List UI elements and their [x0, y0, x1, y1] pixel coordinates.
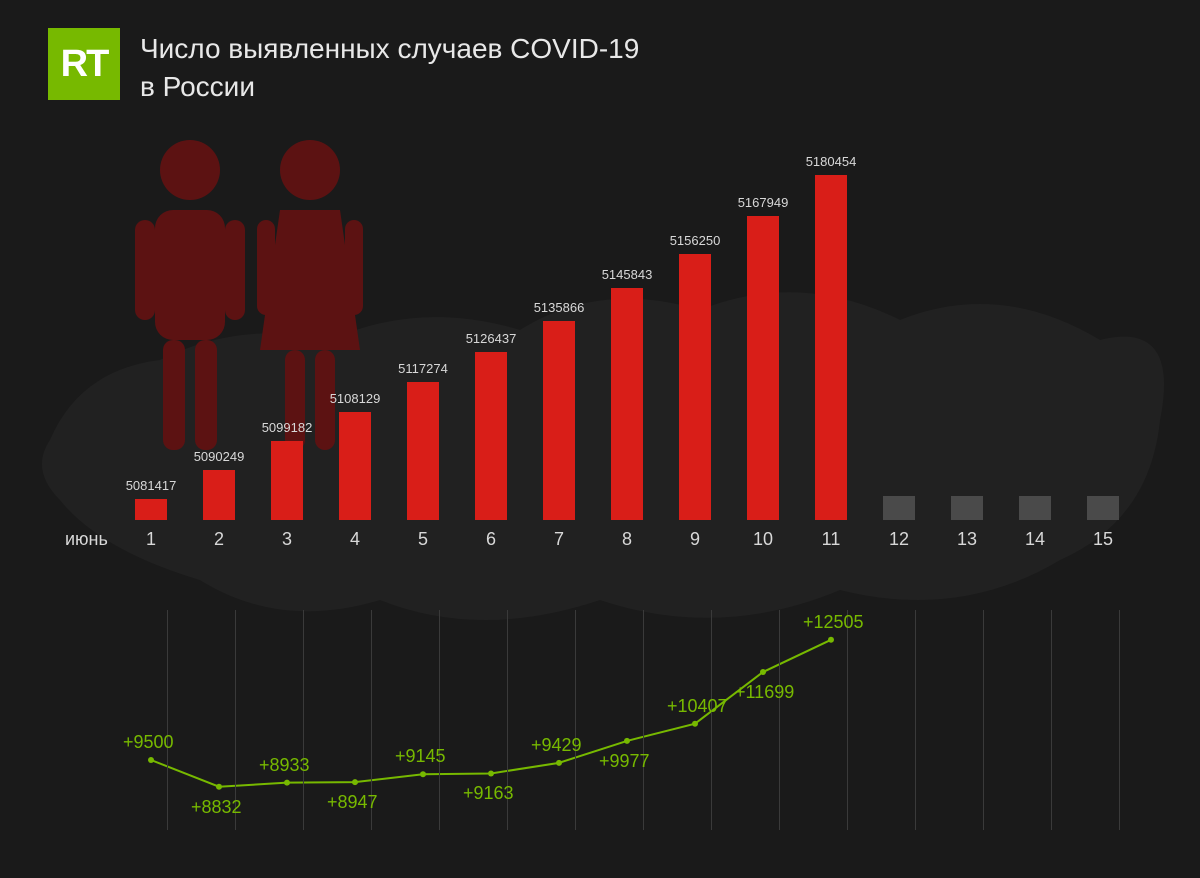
- grid-separator: [779, 610, 780, 830]
- line-value-label: +9977: [599, 751, 650, 772]
- bar-value-label: 5081417: [111, 478, 191, 493]
- line-value-label: +8832: [191, 797, 242, 818]
- bar-13: [951, 496, 983, 520]
- line-value-label: +9429: [531, 735, 582, 756]
- x-tick: 14: [1015, 529, 1055, 550]
- line-value-label: +9500: [123, 732, 174, 753]
- line-marker: [420, 771, 426, 777]
- grid-separator: [711, 610, 712, 830]
- grid-separator: [439, 610, 440, 830]
- bar-value-label: 5135866: [519, 300, 599, 315]
- grid-separator: [1119, 610, 1120, 830]
- bar-value-label: 5090249: [179, 449, 259, 464]
- x-tick: 12: [879, 529, 919, 550]
- grid-separator: [575, 610, 576, 830]
- bar-value-label: 5180454: [791, 154, 871, 169]
- bar-7: [543, 321, 575, 520]
- grid-separator: [303, 610, 304, 830]
- grid-separator: [167, 610, 168, 830]
- bar-1: [135, 499, 167, 520]
- grid-separator: [847, 610, 848, 830]
- bar-4: [339, 412, 371, 520]
- line-marker: [284, 780, 290, 786]
- x-tick: 8: [607, 529, 647, 550]
- line-value-label: +10407: [667, 696, 728, 717]
- bar-12: [883, 496, 915, 520]
- x-tick: 1: [131, 529, 171, 550]
- line-marker: [828, 637, 834, 643]
- grid-separator: [643, 610, 644, 830]
- bar-6: [475, 352, 507, 520]
- x-axis-label: июнь: [65, 529, 108, 550]
- bar-value-label: 5156250: [655, 233, 735, 248]
- bar-value-label: 5117274: [383, 361, 463, 376]
- line-marker: [216, 784, 222, 790]
- line-marker: [624, 738, 630, 744]
- page-title: Число выявленных случаев COVID-19 в Росс…: [140, 30, 639, 106]
- bar-11: [815, 175, 847, 520]
- line-marker: [148, 757, 154, 763]
- x-tick: 3: [267, 529, 307, 550]
- rt-logo: RT: [48, 28, 120, 100]
- line-value-label: +12505: [803, 612, 864, 633]
- bar-2: [203, 470, 235, 520]
- bar-9: [679, 254, 711, 520]
- bar-15: [1087, 496, 1119, 520]
- grid-separator: [915, 610, 916, 830]
- bar-10: [747, 216, 779, 520]
- bar-14: [1019, 496, 1051, 520]
- line-marker: [352, 779, 358, 785]
- line-marker: [760, 669, 766, 675]
- bar-chart: июнь 50814171509024925099182351081294511…: [95, 140, 1155, 560]
- trend-line: [151, 640, 831, 787]
- line-value-label: +8933: [259, 755, 310, 776]
- line-marker: [692, 721, 698, 727]
- bar-value-label: 5126437: [451, 331, 531, 346]
- bar-8: [611, 288, 643, 520]
- x-tick: 4: [335, 529, 375, 550]
- x-tick: 9: [675, 529, 715, 550]
- bar-value-label: 5108129: [315, 391, 395, 406]
- line-value-label: +11699: [735, 682, 794, 703]
- line-value-label: +8947: [327, 792, 378, 813]
- x-tick: 6: [471, 529, 511, 550]
- line-chart: +9500 +8832 +8933 +8947 +9145 +9163 +9429 +9977…: [95, 600, 1155, 830]
- line-marker: [488, 770, 494, 776]
- x-tick: 2: [199, 529, 239, 550]
- x-tick: 10: [743, 529, 783, 550]
- grid-separator: [1051, 610, 1052, 830]
- x-tick: 13: [947, 529, 987, 550]
- bar-3: [271, 441, 303, 520]
- x-tick: 5: [403, 529, 443, 550]
- x-tick: 11: [811, 529, 851, 550]
- bar-value-label: 5145843: [587, 267, 667, 282]
- grid-separator: [983, 610, 984, 830]
- title-line1: Число выявленных случаев COVID-19: [140, 33, 639, 64]
- x-tick: 7: [539, 529, 579, 550]
- title-line2: в России: [140, 71, 255, 102]
- rt-logo-text: RT: [61, 43, 108, 86]
- line-marker: [556, 760, 562, 766]
- bar-5: [407, 382, 439, 520]
- line-value-label: +9145: [395, 746, 446, 767]
- bar-value-label: 5167949: [723, 195, 803, 210]
- x-tick: 15: [1083, 529, 1123, 550]
- bar-value-label: 5099182: [247, 420, 327, 435]
- line-value-label: +9163: [463, 783, 514, 804]
